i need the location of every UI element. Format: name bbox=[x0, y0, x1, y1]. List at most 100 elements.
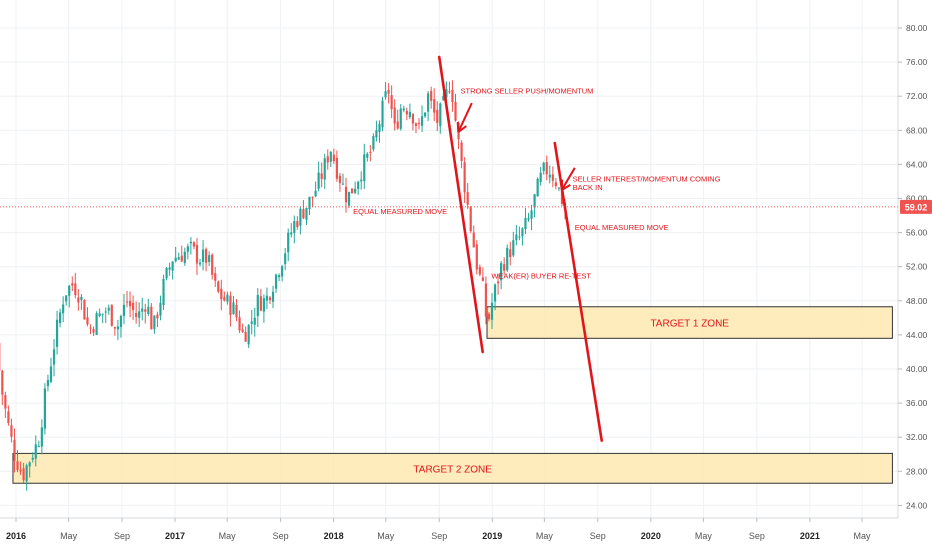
candle-body bbox=[284, 253, 286, 263]
y-tick-label: 40.00 bbox=[906, 364, 928, 374]
candle-body bbox=[208, 255, 210, 262]
x-tick-label: 2021 bbox=[800, 531, 820, 541]
candle-body bbox=[527, 218, 529, 219]
candle-body bbox=[114, 327, 116, 328]
candle-body bbox=[427, 93, 429, 111]
candle-body bbox=[86, 317, 88, 324]
candle-body bbox=[552, 174, 554, 180]
candle-body bbox=[360, 180, 362, 182]
candle-body bbox=[92, 329, 94, 332]
candle-body bbox=[138, 311, 140, 317]
weaker-buyer-annotation: WEAK(ER) BUYER RE-TEST bbox=[491, 272, 591, 281]
candle-body bbox=[375, 130, 377, 137]
candle-body bbox=[418, 123, 420, 124]
y-tick-label: 32.00 bbox=[906, 432, 928, 442]
x-tick-label: Sep bbox=[273, 531, 289, 541]
candle-body bbox=[339, 176, 341, 183]
x-tick-label: May bbox=[536, 531, 554, 541]
candle-body bbox=[424, 113, 426, 117]
candle-body bbox=[558, 188, 560, 189]
y-tick-label: 68.00 bbox=[906, 125, 928, 135]
candle-body bbox=[184, 252, 186, 263]
candle-body bbox=[89, 328, 91, 329]
candle-body bbox=[38, 446, 40, 447]
candle-body bbox=[400, 109, 402, 129]
candle-body bbox=[266, 296, 268, 301]
candle-body bbox=[476, 244, 478, 269]
candle-body bbox=[135, 313, 137, 317]
candle-body bbox=[348, 192, 350, 206]
candle-body bbox=[330, 152, 332, 162]
candle-body bbox=[467, 192, 469, 205]
candle-body bbox=[159, 303, 161, 316]
x-tick-label: May bbox=[377, 531, 395, 541]
candle-body bbox=[287, 233, 289, 253]
candle-body bbox=[324, 158, 326, 179]
candle-body bbox=[80, 297, 82, 300]
candle-body bbox=[123, 305, 125, 316]
candle-body bbox=[19, 470, 21, 472]
candle-body bbox=[345, 187, 347, 202]
candle-body bbox=[205, 249, 207, 263]
candle-body bbox=[391, 95, 393, 109]
candle-body bbox=[10, 425, 12, 436]
y-tick-label: 56.00 bbox=[906, 228, 928, 238]
candle-body bbox=[512, 240, 514, 255]
y-tick-label: 52.00 bbox=[906, 262, 928, 272]
candle-body bbox=[202, 250, 204, 262]
candle-body bbox=[153, 316, 155, 330]
candle-body bbox=[29, 462, 31, 466]
candle-body bbox=[454, 102, 456, 121]
x-tick-label: May bbox=[853, 531, 871, 541]
y-tick-label: 72.00 bbox=[906, 91, 928, 101]
candle-body bbox=[311, 197, 313, 198]
candle-body bbox=[479, 267, 481, 274]
candle-body bbox=[543, 163, 545, 171]
candle-body bbox=[497, 282, 499, 284]
candle-body bbox=[96, 313, 98, 335]
candle-body bbox=[257, 295, 259, 316]
candle-body bbox=[530, 210, 532, 218]
candle-body bbox=[13, 440, 15, 461]
candle-body bbox=[71, 283, 73, 285]
candle-body bbox=[211, 255, 213, 275]
y-tick-label: 48.00 bbox=[906, 296, 928, 306]
candle-body bbox=[378, 124, 380, 132]
candle-body bbox=[521, 228, 523, 236]
candle-body bbox=[318, 173, 320, 189]
candle-body bbox=[108, 308, 110, 311]
candle-body bbox=[549, 175, 551, 178]
candle-body bbox=[53, 349, 55, 364]
candle-body bbox=[430, 91, 432, 101]
candle-body bbox=[381, 101, 383, 128]
x-tick-label: 2020 bbox=[641, 531, 661, 541]
candle-body bbox=[120, 316, 122, 327]
x-tick-label: 2018 bbox=[324, 531, 344, 541]
candle-body bbox=[102, 314, 104, 315]
candle-body bbox=[327, 156, 329, 162]
candle-body bbox=[533, 194, 535, 207]
candle-body bbox=[181, 256, 183, 262]
x-tick-label: Sep bbox=[431, 531, 447, 541]
candle-body bbox=[305, 208, 307, 220]
candle-body bbox=[169, 267, 171, 269]
candle-body bbox=[162, 279, 164, 305]
candle-body bbox=[165, 268, 167, 278]
candle-body bbox=[32, 458, 34, 460]
candle-body bbox=[366, 154, 368, 158]
candle-body bbox=[537, 179, 539, 197]
candle-body bbox=[336, 158, 338, 179]
candle-body bbox=[1, 371, 3, 395]
candle-body bbox=[372, 136, 374, 149]
candle-body bbox=[491, 303, 493, 320]
candle-body bbox=[62, 304, 64, 313]
candle-body bbox=[321, 173, 323, 179]
x-tick-label: Sep bbox=[590, 531, 606, 541]
candle-body bbox=[555, 182, 557, 186]
x-tick-label: May bbox=[219, 531, 237, 541]
candle-body bbox=[448, 91, 450, 92]
y-tick-label: 36.00 bbox=[906, 398, 928, 408]
candle-body bbox=[23, 468, 25, 480]
